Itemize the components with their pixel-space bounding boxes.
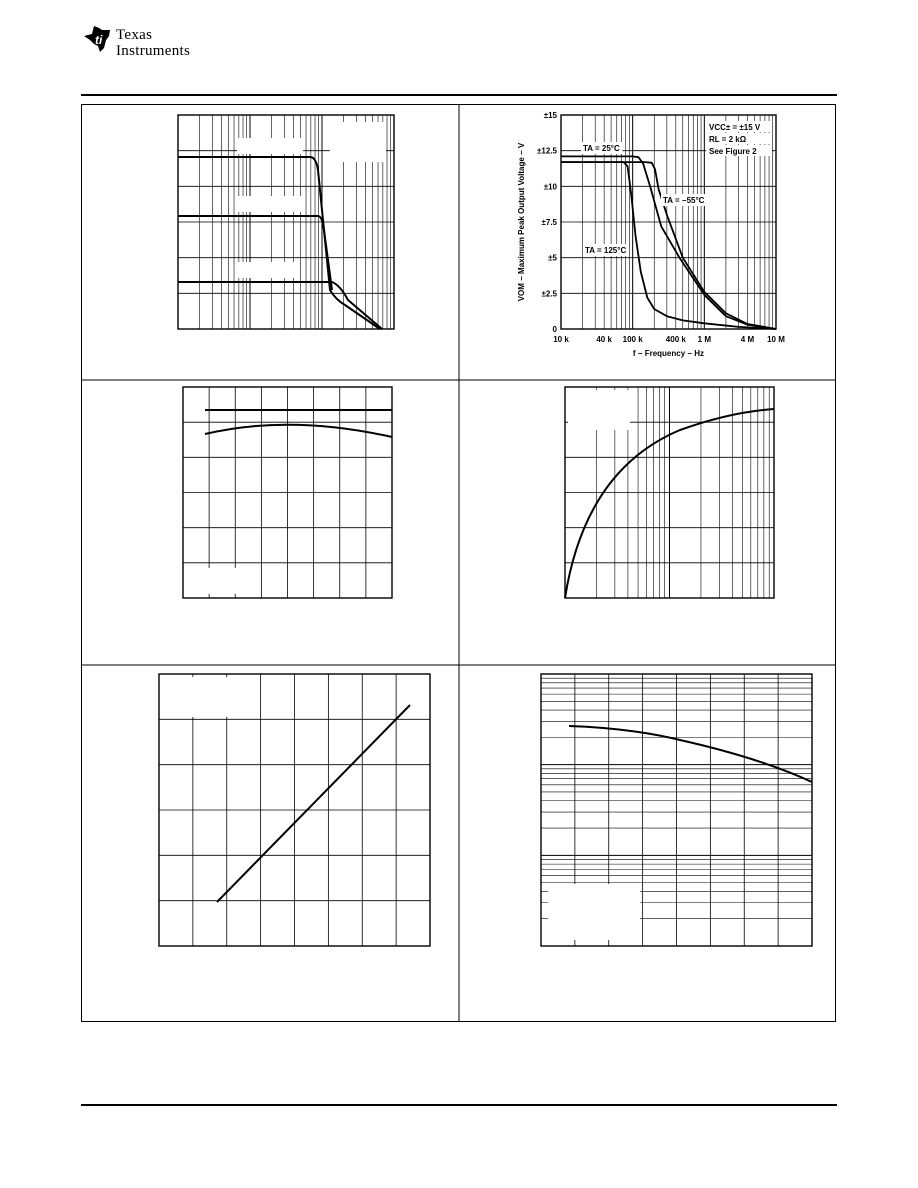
y-tick-label: ±7.5 [541,218,557,227]
max-peak-output-voltage-chart: 0 ±2.5 ±5 ±7.5 ±10 ±12.5 ±15 10 k 40 k 100 k 400 k… [517,111,785,358]
x-tick-label: 400 k [666,335,687,344]
x-tick-label: 10 k [553,335,569,344]
curve [178,281,383,330]
series-line [561,155,777,330]
plot-frame [177,114,395,330]
label-bg [583,244,629,256]
figure-middle-left [182,386,393,599]
label-mask [237,262,297,278]
curve [216,704,411,903]
footer-rule [81,1104,837,1106]
curve [204,423,393,438]
y-tick-label: ±15 [544,111,558,120]
svg-text:ti: ti [95,33,103,47]
x-axis-label: f − Frequency − Hz [633,349,704,358]
label-mask [186,568,236,594]
plot-frame [182,386,393,599]
ti-logo-text: Texas Instruments [116,27,191,59]
ti-logo-icon: ti [84,26,110,52]
curve [178,215,333,291]
x-tick-label: 40 k [596,335,612,344]
curve [564,408,775,599]
series-label: TA = 25°C [583,144,620,153]
label-mask [330,122,386,162]
label-mask [568,390,630,430]
plot-frame [540,673,813,947]
x-tick-label: 4 M [741,335,755,344]
condition-label: See Figure 2 [709,147,757,156]
series-label: TA = 125°C [585,246,626,255]
figure-bottom-right [540,673,813,947]
series-line [561,161,777,330]
x-tick-label: 1 M [698,335,712,344]
ti-logo: ti Texas Instruments [82,24,232,64]
y-axis-label: VOM − Maximum Peak Output Voltage − V [517,142,526,301]
plot-frame [560,114,777,330]
y-tick-label: ±10 [544,182,558,191]
y-tick-label: ±12.5 [537,147,558,156]
figure-bottom-left [158,673,431,947]
series-line [561,161,777,330]
plot-frame [564,386,775,599]
condition-label: RL = 2 kΩ [709,135,747,144]
y-tick-label: 0 [553,325,558,334]
plot-frame [158,673,431,947]
label-bg [581,142,623,154]
unlabeled-figures [158,114,813,947]
y-tick-label: ±5 [548,254,557,263]
label-bg [706,121,772,132]
label-mask [237,196,303,212]
curve [568,725,813,783]
series-label: TA = −55°C [663,196,705,205]
label-mask [162,677,258,717]
header-rule [81,94,837,96]
y-tick-label: ±2.5 [541,289,557,298]
condition-label: VCC± = ±15 V [709,123,761,132]
x-tick-label: 100 k [623,335,644,344]
label-mask [237,138,303,154]
x-tick-label: 10 M [767,335,785,344]
label-bg [706,133,772,144]
label-bg [661,194,707,206]
figure-top-left [177,114,395,330]
label-mask [548,884,640,940]
label-bg [706,145,772,156]
curve [178,156,381,330]
figure-middle-right [564,386,775,599]
